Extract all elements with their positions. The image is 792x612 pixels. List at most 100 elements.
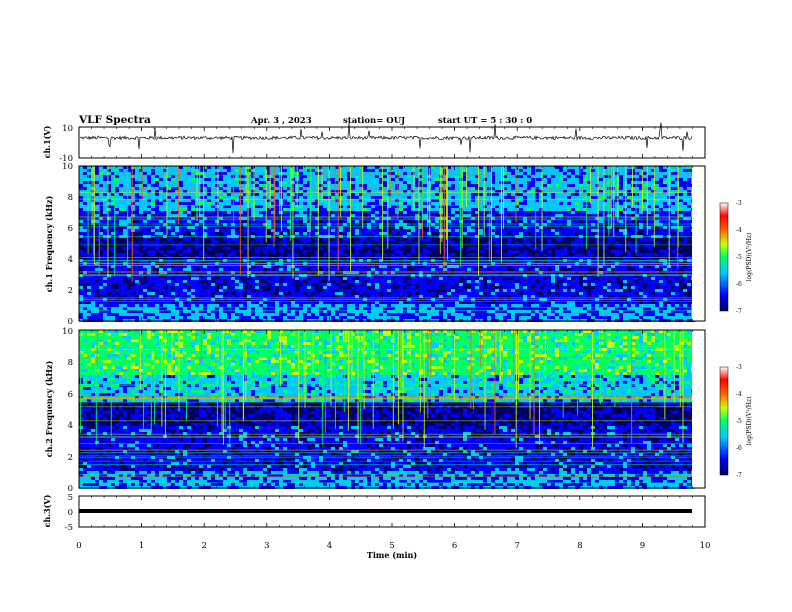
spectrogram-cell (355, 166, 359, 169)
spectrogram-cell (83, 268, 87, 271)
spectrogram-cell (243, 232, 247, 235)
spectrogram-cell (415, 202, 419, 205)
spectrogram-cell (199, 226, 203, 229)
spectrogram-cell (119, 178, 123, 181)
spectrogram-cell (351, 292, 355, 295)
spectrogram-cell (455, 205, 459, 208)
spectrogram-cell (419, 169, 423, 172)
spectrogram-cell (147, 220, 151, 223)
spectrogram-cell (355, 208, 359, 211)
spectrogram-cell (99, 223, 103, 226)
spectrogram-cell (155, 193, 159, 196)
spectrogram-cell (359, 196, 363, 199)
spectrogram-cell (363, 217, 367, 220)
spectrogram-cell (435, 169, 439, 172)
spectrogram-cell (147, 247, 151, 250)
spectrogram-cell (219, 265, 223, 268)
spectrogram-cell (179, 172, 183, 175)
spectrogram-cell (255, 229, 259, 232)
spectrogram-cell (219, 178, 223, 181)
spectrogram-cell (91, 178, 95, 181)
spectrogram-cell (107, 238, 111, 241)
spectrogram-cell (187, 289, 191, 292)
spectrogram-cell (159, 211, 163, 214)
spectrogram-cell (271, 265, 275, 268)
spectrogram-cell (379, 286, 383, 289)
spectrogram-cell (215, 316, 219, 319)
spectrogram-cell (87, 295, 91, 298)
spectrogram-cell (303, 202, 307, 205)
spectrogram-cell (119, 196, 123, 199)
spectrogram-cell (359, 295, 363, 298)
spectrogram-cell (211, 289, 215, 292)
spectrogram-cell (307, 295, 311, 298)
spectrogram-cell (131, 268, 135, 271)
spectrogram-cell (135, 286, 139, 289)
spectrogram-cell (379, 193, 383, 196)
spectrogram-cell (95, 220, 99, 223)
spectrogram-cell (451, 289, 455, 292)
spectrogram-cell (331, 238, 335, 241)
spectrogram-cell (335, 253, 339, 256)
spectrogram-cell (199, 265, 203, 268)
spectrogram-cell (263, 208, 267, 211)
spectrogram-cell (231, 196, 235, 199)
spectrogram-cell (151, 310, 155, 313)
spectrogram-cell (171, 172, 175, 175)
spectrogram-cell (283, 277, 287, 280)
spectrogram-cell (111, 223, 115, 226)
spectrogram-cell (343, 232, 347, 235)
spectrogram-cell (383, 286, 387, 289)
spectrogram-cell (215, 181, 219, 184)
spectrogram-cell (299, 172, 303, 175)
spectrogram-cell (151, 280, 155, 283)
spectrogram-cell (455, 268, 459, 271)
spectrogram-cell (275, 241, 279, 244)
spectrogram-cell (107, 172, 111, 175)
spectrogram-cell (127, 223, 131, 226)
spectrogram-cell (427, 166, 431, 169)
spectrogram-cell (139, 220, 143, 223)
spectrogram-cell (199, 166, 203, 169)
spectrogram-cell (203, 226, 207, 229)
spectrogram-cell (287, 181, 291, 184)
spectrogram-cell (251, 232, 255, 235)
spectrogram-cell (311, 250, 315, 253)
spectrogram-cell (115, 277, 119, 280)
spectrogram-cell (95, 175, 99, 178)
spectrogram-cell (259, 265, 263, 268)
spectrogram-cell (399, 238, 403, 241)
spectrogram-cell (267, 193, 271, 196)
spectrogram-cell (251, 175, 255, 178)
spectrogram-cell (383, 178, 387, 181)
spectrogram-cell (339, 223, 343, 226)
spectrogram-cell (191, 277, 195, 280)
spectrogram-cell (139, 286, 143, 289)
spectrogram-cell (355, 295, 359, 298)
spectrogram-cell (159, 172, 163, 175)
spectrogram-cell (427, 205, 431, 208)
spectrogram-cell (231, 247, 235, 250)
spectrogram-cell (151, 313, 155, 316)
spectrogram-cell (111, 172, 115, 175)
spectrogram-cell (315, 283, 319, 286)
spectrogram-cell (239, 175, 243, 178)
spectrogram-cell (415, 214, 419, 217)
spectrogram-cell (259, 178, 263, 181)
spectrogram-cell (395, 283, 399, 286)
spectrogram-cell (407, 307, 411, 310)
spectrogram-cell (343, 202, 347, 205)
spectrogram-cell (119, 268, 123, 271)
spectrogram-cell (375, 247, 379, 250)
spectrogram-cell (419, 310, 423, 313)
spectrogram-cell (427, 211, 431, 214)
spectrogram-cell (283, 316, 287, 319)
spectrogram-cell (235, 247, 239, 250)
spectrogram-cell (443, 217, 447, 220)
spectrogram-cell (307, 292, 311, 295)
spectrogram-cell (155, 307, 159, 310)
spectrogram-cell (207, 241, 211, 244)
spectrogram-cell (87, 304, 91, 307)
ch1-ytick-top: 10 (62, 124, 73, 134)
spectrogram-cell (287, 169, 291, 172)
